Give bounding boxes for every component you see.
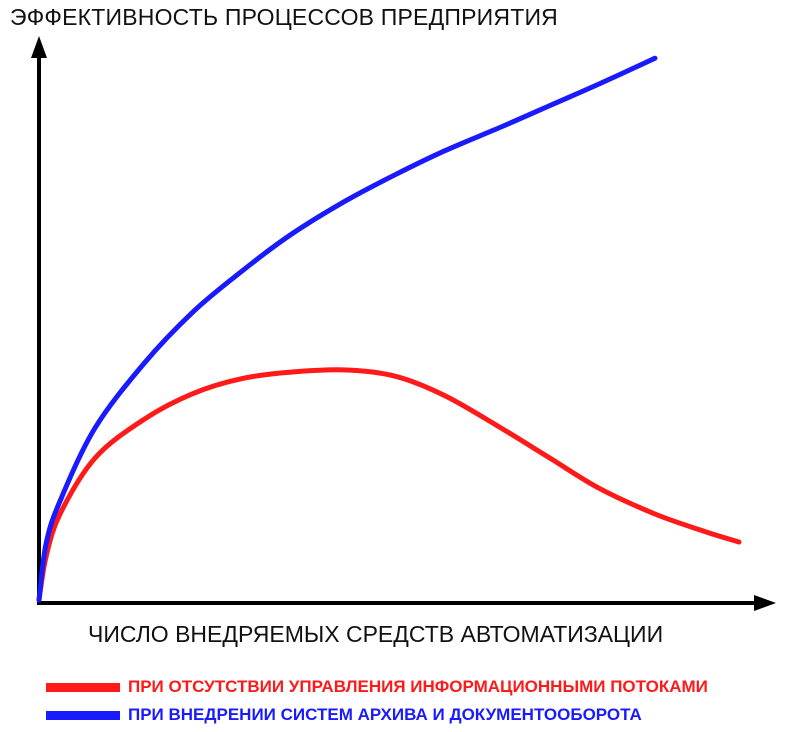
legend-label-red: ПРИ ОТСУТСТВИИ УПРАВЛЕНИЯ ИНФОРМАЦИОННЫМ…	[128, 677, 708, 696]
y-axis-arrow	[31, 36, 47, 58]
legend-item-red: ПРИ ОТСУТСТВИИ УПРАВЛЕНИЯ ИНФОРМАЦИОННЫМ…	[46, 673, 708, 701]
legend-swatch-red	[46, 682, 120, 692]
legend-label-blue: ПРИ ВНЕДРЕНИИ СИСТЕМ АРХИВА И ДОКУМЕНТОО…	[128, 705, 642, 724]
x-axis-arrow	[754, 595, 776, 611]
axes	[31, 36, 776, 611]
legend-item-blue: ПРИ ВНЕДРЕНИИ СИСТЕМ АРХИВА И ДОКУМЕНТОО…	[46, 701, 708, 729]
series-line-blue	[36, 55, 658, 603]
legend: ПРИ ОТСУТСТВИИ УПРАВЛЕНИЯ ИНФОРМАЦИОННЫМ…	[46, 673, 708, 729]
legend-swatch-blue	[46, 710, 120, 720]
series-layer	[36, 55, 742, 603]
series-line-red	[36, 367, 742, 603]
x-axis-label: ЧИСЛО ВНЕДРЯЕМЫХ СРЕДСТВ АВТОМАТИЗАЦИИ	[88, 621, 664, 647]
y-axis-label: ЭФФЕКТИВНОСТЬ ПРОЦЕССОВ ПРЕДПРИЯТИЯ	[10, 4, 558, 30]
